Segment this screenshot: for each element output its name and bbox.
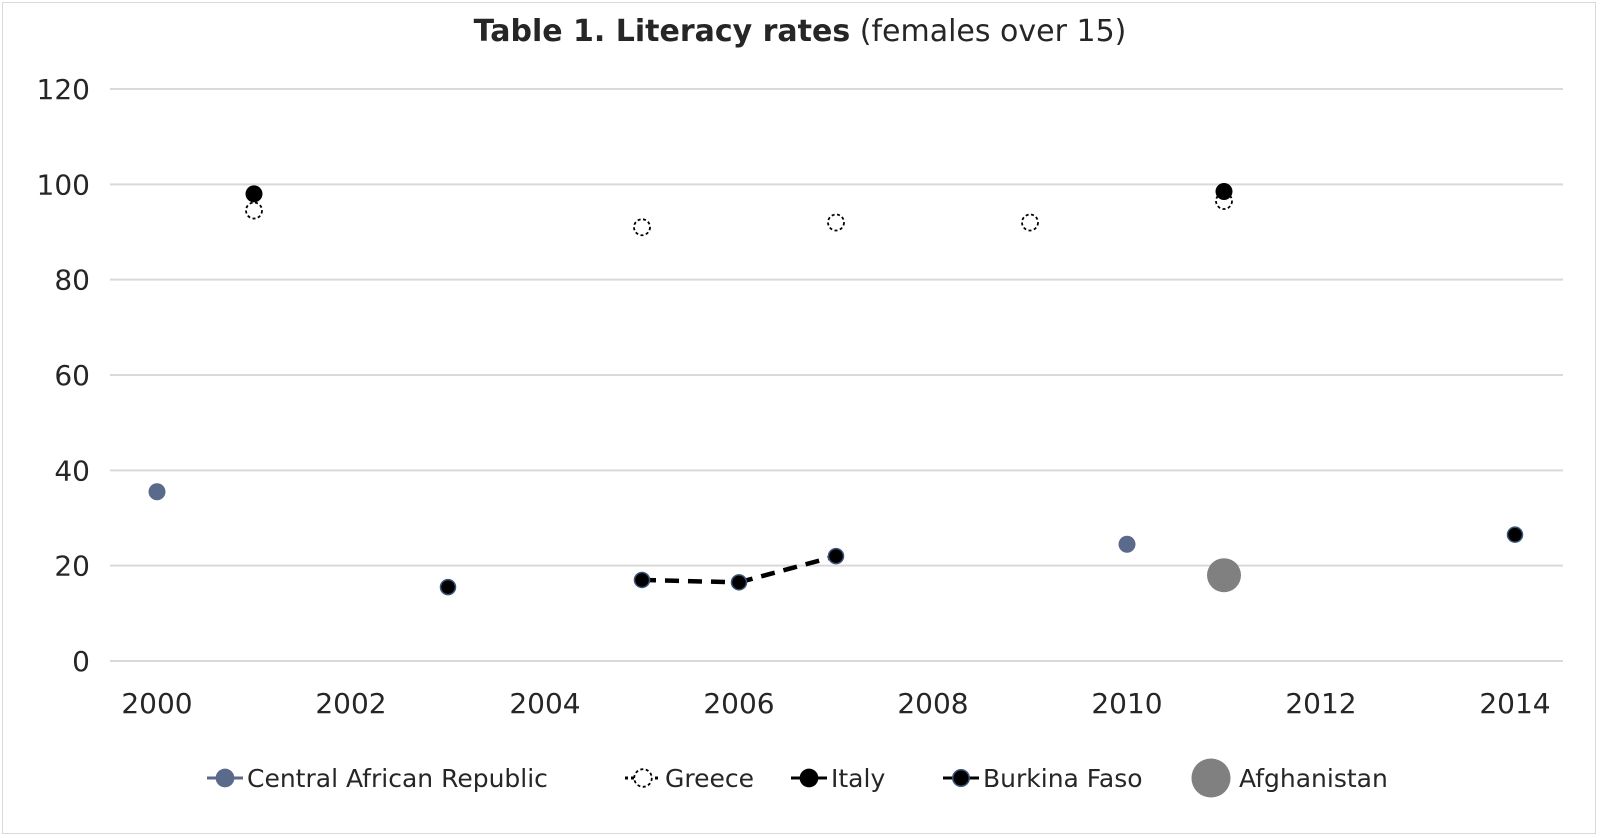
data-point-italy xyxy=(1215,182,1233,200)
data-point-greece xyxy=(633,218,651,237)
x-tick-label: 2012 xyxy=(1285,687,1356,720)
legend-label-afghanistan: Afghanistan xyxy=(1239,764,1388,793)
y-tick-label: 60 xyxy=(54,359,90,392)
data-point-greece xyxy=(1021,213,1039,232)
data-points xyxy=(148,182,1524,596)
y-tick-label: 100 xyxy=(37,168,90,201)
series-line-burkina-faso xyxy=(641,577,740,585)
legend-item-greece: Greece xyxy=(625,764,754,793)
gridlines xyxy=(110,88,1563,662)
data-point-burkina-faso xyxy=(633,571,651,589)
legend: Central African Republic Greece Italy Burki… xyxy=(207,758,1388,798)
series-line-burkina-faso xyxy=(738,553,837,585)
data-point-burkina-faso xyxy=(827,547,845,565)
legend-marker-greece xyxy=(633,768,653,788)
series-lines xyxy=(641,553,837,585)
legend-item-italy: Italy xyxy=(791,764,885,793)
x-tick-label: 2008 xyxy=(897,687,968,720)
legend-marker-central-african-republic xyxy=(215,768,235,788)
x-tick-label: 2000 xyxy=(121,687,192,720)
chart-title-rest: (females over 15) xyxy=(850,14,1127,49)
x-tick-label: 2014 xyxy=(1479,687,1550,720)
x-axis-ticks: 2000 2002 2004 2006 2008 2010 2012 2014 xyxy=(121,687,1550,720)
y-tick-label: 0 xyxy=(72,645,90,678)
data-point-greece xyxy=(827,213,845,232)
x-tick-label: 2006 xyxy=(703,687,774,720)
chart-title: Table 1. Literacy rates (females over 15… xyxy=(0,14,1600,49)
legend-item-afghanistan: Afghanistan xyxy=(1191,758,1388,798)
data-point-afghanistan xyxy=(1207,558,1241,593)
legend-label-greece: Greece xyxy=(665,764,754,793)
chart-title-bold: Table 1. Literacy rates xyxy=(473,14,851,49)
y-tick-label: 120 xyxy=(37,73,90,106)
legend-item-burkina-faso: Burkina Faso xyxy=(943,764,1143,793)
legend-item-central-african-republic: Central African Republic xyxy=(207,764,548,793)
y-tick-label: 80 xyxy=(54,264,90,297)
legend-label-italy: Italy xyxy=(831,764,885,793)
x-tick-label: 2010 xyxy=(1091,687,1162,720)
y-axis-ticks: 0 20 40 60 80 100 120 xyxy=(37,73,90,678)
data-point-burkina-faso xyxy=(730,574,748,591)
data-point-burkina-faso xyxy=(1506,526,1524,543)
legend-label-burkina-faso: Burkina Faso xyxy=(983,764,1143,793)
y-tick-label: 20 xyxy=(54,550,90,583)
data-point-burkina-faso xyxy=(439,578,457,596)
data-point-central-african-republic xyxy=(1118,535,1136,553)
legend-label-central-african-republic: Central African Republic xyxy=(247,764,548,793)
y-tick-label: 40 xyxy=(54,454,90,487)
legend-marker-italy xyxy=(799,768,819,788)
data-point-italy xyxy=(245,185,263,203)
data-point-central-african-republic xyxy=(148,483,166,501)
x-tick-label: 2002 xyxy=(315,687,386,720)
data-point-greece xyxy=(245,201,263,220)
legend-marker-burkina-faso xyxy=(952,769,970,787)
legend-marker-afghanistan xyxy=(1191,758,1231,798)
x-tick-label: 2004 xyxy=(509,687,580,720)
